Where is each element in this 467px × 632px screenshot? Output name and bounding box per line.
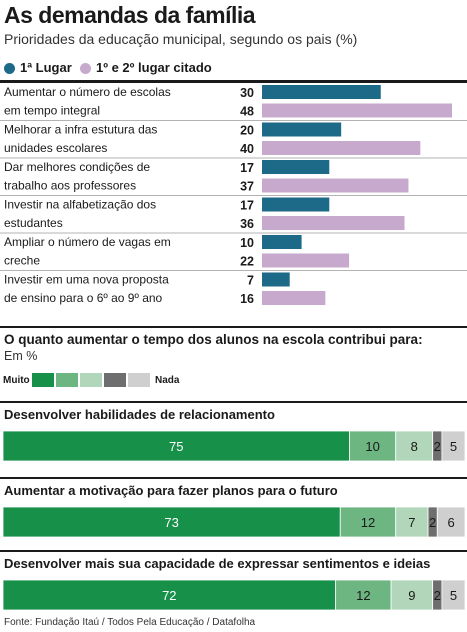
value-label: 30 <box>240 86 254 100</box>
segment-label: 2 <box>429 515 436 530</box>
stack-segment <box>395 506 429 538</box>
stack-segment <box>395 430 434 462</box>
question-rule-2 <box>0 477 467 479</box>
value-label: 22 <box>240 255 254 269</box>
segment-label: 5 <box>450 439 457 454</box>
question-rule-3 <box>0 550 467 552</box>
segment-label: 2 <box>434 439 441 454</box>
scale-swatch-5 <box>128 373 150 387</box>
source-note: Fonte: Fundação Itaú / Todos Pela Educaç… <box>4 617 256 628</box>
value-label: 40 <box>240 142 254 156</box>
section2-unit: Em % <box>4 349 38 363</box>
bar-cited <box>262 291 326 305</box>
bar-first-place <box>262 122 342 137</box>
category-label: creche <box>4 254 40 268</box>
stack-segment <box>436 506 466 538</box>
bar-cited <box>262 103 452 118</box>
category-label: Dar melhores condições de <box>4 160 150 174</box>
value-label: 20 <box>240 124 254 138</box>
bar-first-place <box>262 85 381 99</box>
bar-cited <box>262 141 421 155</box>
scale-label-muito: Muito <box>3 375 30 386</box>
bar-first-place <box>262 160 330 174</box>
category-label: de ensino para o 6º ao 9º ano <box>4 291 163 305</box>
stack-segment <box>427 506 438 538</box>
scale-label-nada: Nada <box>155 375 180 386</box>
bar-cited <box>262 178 409 193</box>
question-rule-1 <box>0 401 467 403</box>
legend-swatch-cited <box>80 63 91 74</box>
stack-segment <box>432 579 443 611</box>
segment-label: 10 <box>365 439 379 454</box>
segment-label: 6 <box>448 515 455 530</box>
scale-swatch-2 <box>56 373 78 387</box>
scale-swatch-1 <box>32 373 54 387</box>
chart-subtitle: Prioridades da educação municipal, segun… <box>4 31 358 47</box>
stack-segment <box>441 579 466 611</box>
segment-label: 9 <box>408 588 415 603</box>
bar-first-place <box>262 235 302 249</box>
chart-title: As demandas da família <box>4 2 256 28</box>
legend-swatch-first-place <box>4 63 15 74</box>
priorities-bar-chart: Aumentar o número de escolas em tempo int… <box>0 85 467 306</box>
bar-cited <box>262 216 405 230</box>
category-label: unidades escolares <box>4 141 107 155</box>
stack-segment <box>2 430 350 462</box>
stack-segment <box>390 579 434 611</box>
segment-label: 73 <box>164 515 178 530</box>
value-label: 37 <box>240 180 254 194</box>
category-label: Ampliar o número de vagas em <box>4 235 171 249</box>
value-label: 16 <box>240 292 254 306</box>
stack-segment <box>339 506 397 538</box>
value-label: 10 <box>240 236 254 250</box>
legend-first-place: 1ª Lugar <box>20 60 72 75</box>
category-label: trabalho aos professores <box>4 179 136 193</box>
question-title-1: Desenvolver habilidades de relacionament… <box>4 407 275 422</box>
bar-cited <box>262 253 350 268</box>
segment-label: 72 <box>162 588 176 603</box>
category-label: Investir em uma nova proposta <box>4 273 169 287</box>
stack-segment <box>432 430 443 462</box>
header-rule <box>0 80 467 83</box>
category-label: Aumentar o número de escolas <box>4 85 171 99</box>
question-title-3: Desenvolver mais sua capacidade de expre… <box>4 556 431 571</box>
value-label: 7 <box>247 274 254 288</box>
value-label: 17 <box>240 199 254 213</box>
scale-swatch-3 <box>80 373 102 387</box>
stack-segment <box>2 579 337 611</box>
bar-first-place <box>262 272 290 287</box>
scale-swatch-4 <box>104 373 126 387</box>
category-label: estudantes <box>4 216 63 230</box>
stack-segment <box>2 506 341 538</box>
value-label: 48 <box>240 105 254 119</box>
question-title-2: Aumentar a motivação para fazer planos p… <box>4 483 338 498</box>
segment-label: 75 <box>169 439 183 454</box>
category-label: Investir na alfabetização dos <box>4 198 156 212</box>
category-label: em tempo integral <box>4 104 100 118</box>
segment-label: 12 <box>356 588 370 603</box>
stack-segment <box>349 430 397 462</box>
bar-first-place <box>262 197 330 212</box>
stack-segment <box>441 430 466 462</box>
section-rule <box>0 326 467 328</box>
section2-title: O quanto aumentar o tempo dos alunos na … <box>4 332 423 347</box>
segment-label: 7 <box>408 515 415 530</box>
legend-cited: 1º e 2º lugar citado <box>96 60 212 75</box>
segment-label: 5 <box>450 588 457 603</box>
stack-segment <box>335 579 392 611</box>
value-label: 17 <box>240 161 254 175</box>
segment-label: 2 <box>434 588 441 603</box>
value-label: 36 <box>240 217 254 231</box>
segment-label: 8 <box>411 439 418 454</box>
segment-label: 12 <box>361 515 375 530</box>
category-label: Melhorar a infra estutura das <box>4 123 157 137</box>
